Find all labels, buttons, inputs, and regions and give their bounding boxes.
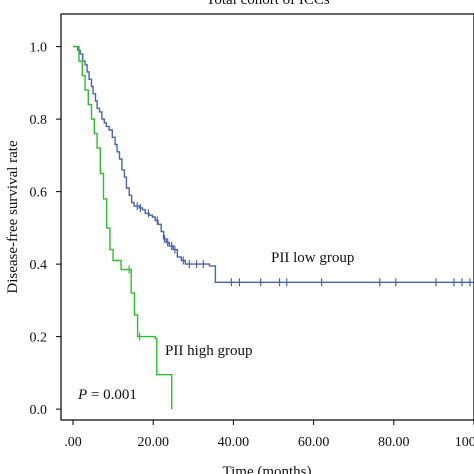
series-label-low: PII low group bbox=[271, 250, 354, 266]
y-tick-label: 1.0 bbox=[30, 41, 48, 56]
x-axis: .00 20.00 40.00 60.00 80.00 100.00 bbox=[64, 420, 474, 450]
p-value-letter: P bbox=[77, 387, 87, 403]
y-tick-label: 0.2 bbox=[30, 331, 48, 346]
p-value-annotation: P = 0.001 bbox=[77, 387, 137, 403]
x-tick-label: 100.00 bbox=[455, 435, 474, 450]
y-axis: 0.0 0.2 0.4 0.6 0.8 1.0 bbox=[30, 41, 61, 418]
series-label-high: PII high group bbox=[165, 343, 253, 359]
y-tick-label: 0.4 bbox=[30, 258, 48, 273]
y-axis-label: Disease-free survival rate bbox=[5, 140, 21, 294]
plot-frame bbox=[60, 13, 474, 421]
y-tick-label: 0.6 bbox=[30, 186, 48, 201]
series-line-high bbox=[73, 45, 173, 410]
p-value-text: = 0.001 bbox=[87, 387, 137, 403]
series-layer bbox=[73, 45, 474, 410]
x-tick-label: 40.00 bbox=[218, 435, 250, 450]
series-line-low bbox=[73, 45, 474, 283]
x-axis-label: Time (months) bbox=[222, 464, 311, 474]
x-tick-label: 20.00 bbox=[137, 435, 169, 450]
x-tick-label: 80.00 bbox=[378, 435, 410, 450]
chart-title: Total cohort of ICCs bbox=[206, 0, 330, 8]
y-tick-label: 0.8 bbox=[30, 113, 48, 128]
x-tick-label: 60.00 bbox=[298, 435, 330, 450]
x-tick-label: .00 bbox=[64, 435, 82, 450]
y-tick-label: 0.0 bbox=[30, 403, 48, 418]
